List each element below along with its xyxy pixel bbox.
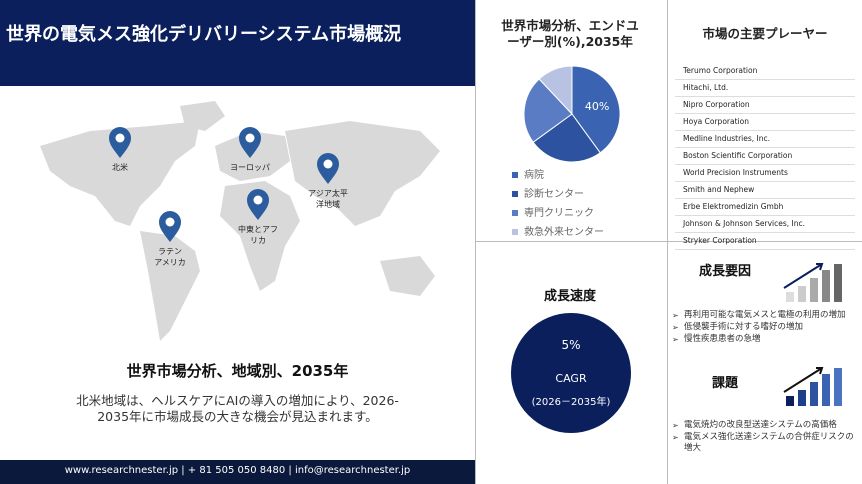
- legend-label: 救急外来センター: [524, 227, 604, 238]
- player: Terumo Corporation: [675, 63, 855, 80]
- legend-label: 専門クリニック: [524, 208, 594, 219]
- region-label: アジア太平: [308, 188, 348, 198]
- legend-item: 専門クリニック: [512, 204, 604, 223]
- players-title: 市場の主要プレーヤー: [702, 26, 828, 41]
- icon: [810, 278, 818, 302]
- challenge: 電気焼灼の改良型送達システムの高価格: [672, 420, 857, 431]
- pie-slice: [523, 78, 573, 143]
- icon-bars: [783, 263, 842, 302]
- player: Hitachi, Ltd.: [675, 80, 855, 97]
- region-label: 北米: [112, 162, 128, 172]
- pie-chart: 40%: [523, 65, 621, 163]
- australia: [380, 256, 435, 296]
- icon: [783, 263, 824, 289]
- divider: [667, 0, 668, 484]
- growth-rate-title: 成長速度: [543, 289, 596, 304]
- divider: [475, 0, 476, 484]
- icon: [834, 368, 842, 406]
- player: Smith and Nephew: [675, 182, 855, 199]
- pin-hole: [165, 217, 175, 227]
- region-label: ヨーロッパ: [230, 163, 270, 172]
- regional-text: 北米地域は、ヘルスケアにAIの導入の増加により、2026-2035年に市場成長の…: [76, 393, 399, 424]
- legend-item: 病院: [512, 166, 604, 185]
- player: Erbe Elektromedizin Gmbh: [675, 199, 855, 216]
- growth-factors-title: 成長要因: [698, 264, 751, 279]
- legend-swatch: [512, 172, 518, 178]
- pin-hole: [115, 133, 125, 143]
- growth-factor: 慢性疾患患者の急増: [672, 334, 857, 345]
- region-label: 洋地域: [316, 199, 340, 209]
- pin-hole: [323, 159, 333, 169]
- cagr-period: (2026－2035年): [531, 397, 611, 408]
- legend-label: 病院: [524, 170, 544, 181]
- divider: [475, 241, 862, 242]
- legend-swatch: [512, 191, 518, 197]
- greenland: [180, 101, 225, 131]
- cagr-value: 5%: [561, 338, 581, 352]
- player: Johnson & Johnson Services, Inc.: [675, 216, 855, 233]
- players-list: Terumo Corporation Hitachi, Ltd. Nipro Cor…: [675, 63, 855, 250]
- europe: [215, 131, 290, 181]
- legend: 病院診断センター 専門クリニック 救急外来センター: [512, 166, 604, 242]
- legend-item: 救急外来センター: [512, 223, 604, 242]
- icon-bars: [783, 367, 842, 406]
- regional-heading: 世界市場分析、地域別、2035年: [126, 362, 349, 380]
- pin-hole: [245, 133, 255, 143]
- icon: [798, 390, 806, 406]
- south-america: [140, 231, 200, 341]
- region-label: 中東とアフ: [238, 224, 278, 234]
- icon: [834, 264, 842, 302]
- region-label: リカ: [250, 236, 266, 245]
- growth-factor: 再利用可能な電気メスと電極の利用の増加: [672, 310, 857, 321]
- africa: [220, 181, 300, 291]
- continents: [40, 101, 440, 341]
- player: Medline Industries, Inc.: [675, 131, 855, 148]
- challenge: 電気メス強化送達システムの合併症リスクの増大: [672, 432, 857, 454]
- icon: [798, 286, 806, 302]
- footer: www.researchnester.jp | + 81 505 050 848…: [0, 460, 475, 484]
- page-title: 世界の電気メス強化デリバリーシステム市場概況: [6, 24, 402, 45]
- growth-factors-list: 再利用可能な電気メスと電極の利用の増加低侵襲手術に対する嗜好の増加慢性疾患患者の…: [672, 310, 857, 346]
- asia: [285, 121, 440, 226]
- legend-label: 診断センター: [524, 189, 584, 200]
- pin-hole: [253, 195, 263, 205]
- region-label: ラテン: [158, 247, 182, 256]
- pie-slice: [538, 65, 573, 116]
- legend-item: 診断センター: [512, 185, 604, 204]
- icon: [810, 382, 818, 406]
- legend-swatch: [512, 229, 518, 235]
- cagr-circle: [511, 313, 631, 433]
- player: World Precision Instruments: [675, 165, 855, 182]
- growth-factor: 低侵襲手術に対する嗜好の増加: [672, 322, 857, 333]
- icon: [822, 374, 830, 406]
- title-bar: 世界の電気メス強化デリバリーシステム市場概況: [0, 0, 475, 86]
- player: Stryker Corporation: [675, 233, 855, 250]
- circle: [511, 313, 631, 433]
- icon: [822, 270, 830, 302]
- icon: [786, 292, 794, 302]
- pie-slice: [571, 65, 621, 154]
- player: Hoya Corporation: [675, 114, 855, 131]
- player: Boston Scientific Corporation: [675, 148, 855, 165]
- pie-slice: [532, 113, 601, 163]
- player: Nipro Corporation: [675, 97, 855, 114]
- region-label: アメリカ: [154, 258, 186, 267]
- challenges-list: 電気焼灼の改良型送達システムの高価格電気メス強化送達システムの合併症リスクの増大: [672, 420, 857, 455]
- legend-swatch: [512, 210, 518, 216]
- challenges-title: 課題: [711, 376, 738, 391]
- north-america: [40, 121, 200, 226]
- value-label: 40%: [585, 100, 609, 113]
- cagr-label: CAGR: [555, 372, 587, 385]
- icon: [786, 396, 794, 406]
- icon: [783, 367, 824, 393]
- pie-title: 世界市場分析、エンドユーザー別(%),2035年: [501, 18, 639, 49]
